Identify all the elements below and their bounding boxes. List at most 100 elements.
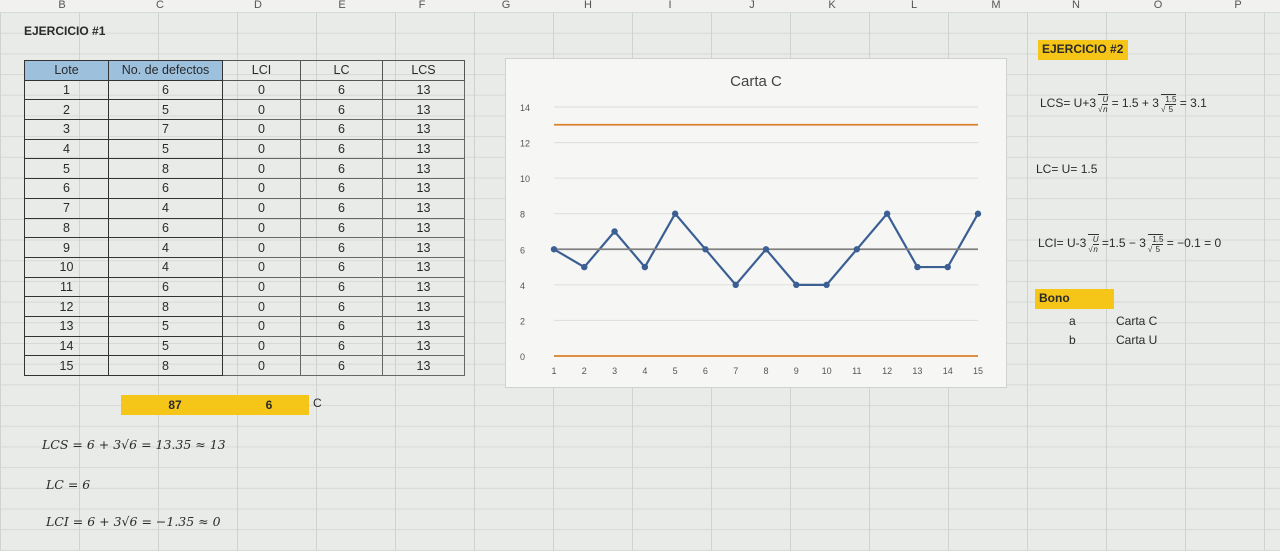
- cell-lc[interactable]: 6: [300, 296, 383, 317]
- cell-defectos[interactable]: 4: [108, 197, 223, 219]
- column-header-e[interactable]: E: [338, 0, 346, 11]
- cell-lci[interactable]: 0: [222, 119, 301, 140]
- cell-lote[interactable]: 10: [24, 256, 109, 278]
- cell-lote[interactable]: 11: [24, 276, 109, 298]
- cell-lci[interactable]: 0: [222, 99, 301, 121]
- cell-lci[interactable]: 0: [222, 158, 301, 180]
- cell-defectos[interactable]: 4: [108, 256, 223, 278]
- cell-lote[interactable]: 7: [24, 197, 109, 219]
- cell-defectos[interactable]: 5: [108, 99, 223, 121]
- cell-lcs[interactable]: 13: [382, 178, 465, 199]
- cell-lci[interactable]: 0: [222, 197, 301, 219]
- cell-lcs[interactable]: 13: [382, 355, 465, 376]
- cell-lcs[interactable]: 13: [382, 79, 465, 101]
- cell-lc[interactable]: 6: [300, 256, 383, 278]
- cell-lote[interactable]: 14: [24, 335, 109, 357]
- header-lcs[interactable]: LCS: [382, 60, 465, 81]
- cell-lcs[interactable]: 13: [382, 296, 465, 317]
- cell-defectos[interactable]: 6: [108, 178, 223, 199]
- cell-lcs[interactable]: 13: [382, 256, 465, 278]
- cell-lc[interactable]: 6: [300, 99, 383, 121]
- column-header-d[interactable]: D: [254, 0, 262, 11]
- cell-lci[interactable]: 0: [222, 217, 301, 239]
- cell-lc[interactable]: 6: [300, 355, 383, 376]
- cell-lci[interactable]: 0: [222, 335, 301, 357]
- cell-lc[interactable]: 6: [300, 335, 383, 357]
- cell-defectos[interactable]: 6: [108, 217, 223, 239]
- cell-defectos[interactable]: 8: [108, 158, 223, 180]
- cell-lci[interactable]: 0: [222, 315, 301, 337]
- total-defects[interactable]: 87: [121, 395, 229, 415]
- cell-lote[interactable]: 15: [24, 355, 109, 376]
- column-header-k[interactable]: K: [828, 0, 836, 11]
- cell-lcs[interactable]: 13: [382, 158, 465, 180]
- cell-lc[interactable]: 6: [300, 197, 383, 219]
- cell-defectos[interactable]: 7: [108, 119, 223, 140]
- cell-lote[interactable]: 9: [24, 237, 109, 258]
- cell-lc[interactable]: 6: [300, 119, 383, 140]
- header-defectos[interactable]: No. de defectos: [108, 60, 223, 81]
- cell-lote[interactable]: 12: [24, 296, 109, 317]
- cell-lci[interactable]: 0: [222, 79, 301, 101]
- header-lote[interactable]: Lote: [24, 60, 109, 81]
- cell-defectos[interactable]: 6: [108, 276, 223, 298]
- cell-lci[interactable]: 0: [222, 256, 301, 278]
- cell-lci[interactable]: 0: [222, 355, 301, 376]
- chart-container[interactable]: Carta C 0 2 4 6 8 10 12 14 1 2 3 4 5 6 7 8 9 10 11 12 13 14 15: [505, 58, 1007, 388]
- cell-lc[interactable]: 6: [300, 158, 383, 180]
- cell-lcs[interactable]: 13: [382, 237, 465, 258]
- bono-title[interactable]: Bono: [1035, 289, 1114, 309]
- cell-lc[interactable]: 6: [300, 178, 383, 199]
- cell-lcs[interactable]: 13: [382, 217, 465, 239]
- column-header-l[interactable]: L: [910, 0, 918, 11]
- total-lc[interactable]: 6: [229, 395, 309, 415]
- cell-lc[interactable]: 6: [300, 217, 383, 239]
- cell-lci[interactable]: 0: [222, 237, 301, 258]
- cell-lci[interactable]: 0: [222, 178, 301, 199]
- cell-lcs[interactable]: 13: [382, 138, 465, 160]
- cell-lote[interactable]: 5: [24, 158, 109, 180]
- cell-lc[interactable]: 6: [300, 315, 383, 337]
- cell-lcs[interactable]: 13: [382, 197, 465, 219]
- column-header-n[interactable]: N: [1072, 0, 1080, 11]
- cell-lcs[interactable]: 13: [382, 119, 465, 140]
- column-header-o[interactable]: O: [1153, 0, 1163, 11]
- cell-lc[interactable]: 6: [300, 276, 383, 298]
- column-header-c[interactable]: C: [156, 0, 164, 11]
- cell-lci[interactable]: 0: [222, 296, 301, 317]
- header-lci[interactable]: LCI: [222, 60, 301, 81]
- cell-lc[interactable]: 6: [300, 79, 383, 101]
- bono-value-a[interactable]: Carta C: [1116, 314, 1158, 328]
- cell-lcs[interactable]: 13: [382, 315, 465, 337]
- header-lc[interactable]: LC: [300, 60, 383, 81]
- cell-defectos[interactable]: 8: [108, 296, 223, 317]
- column-header-j[interactable]: J: [749, 0, 755, 11]
- cell-lote[interactable]: 8: [24, 217, 109, 239]
- cell-lc[interactable]: 6: [300, 138, 383, 160]
- cell-defectos[interactable]: 5: [108, 335, 223, 357]
- cell-lc[interactable]: 6: [300, 237, 383, 258]
- cell-defectos[interactable]: 5: [108, 138, 223, 160]
- column-header-b[interactable]: B: [58, 0, 66, 11]
- cell-lote[interactable]: 3: [24, 119, 109, 140]
- cell-lote[interactable]: 13: [24, 315, 109, 337]
- cell-defectos[interactable]: 8: [108, 355, 223, 376]
- bono-value-b[interactable]: Carta U: [1116, 333, 1158, 347]
- cell-defectos[interactable]: 4: [108, 237, 223, 258]
- column-header-p[interactable]: P: [1234, 0, 1242, 11]
- cell-defectos[interactable]: 5: [108, 315, 223, 337]
- cell-lote[interactable]: 4: [24, 138, 109, 160]
- bono-key-b[interactable]: b: [1069, 333, 1076, 347]
- cell-lote[interactable]: 6: [24, 178, 109, 199]
- column-header-g[interactable]: G: [501, 0, 511, 11]
- cell-lci[interactable]: 0: [222, 276, 301, 298]
- cell-lcs[interactable]: 13: [382, 276, 465, 298]
- column-header-i[interactable]: I: [668, 0, 672, 11]
- cell-lote[interactable]: 1: [24, 79, 109, 101]
- bono-key-a[interactable]: a: [1069, 314, 1076, 328]
- column-header-f[interactable]: F: [418, 0, 426, 11]
- cell-defectos[interactable]: 6: [108, 79, 223, 101]
- column-header-m[interactable]: M: [991, 0, 1001, 11]
- column-header-h[interactable]: H: [584, 0, 592, 11]
- cell-lcs[interactable]: 13: [382, 99, 465, 121]
